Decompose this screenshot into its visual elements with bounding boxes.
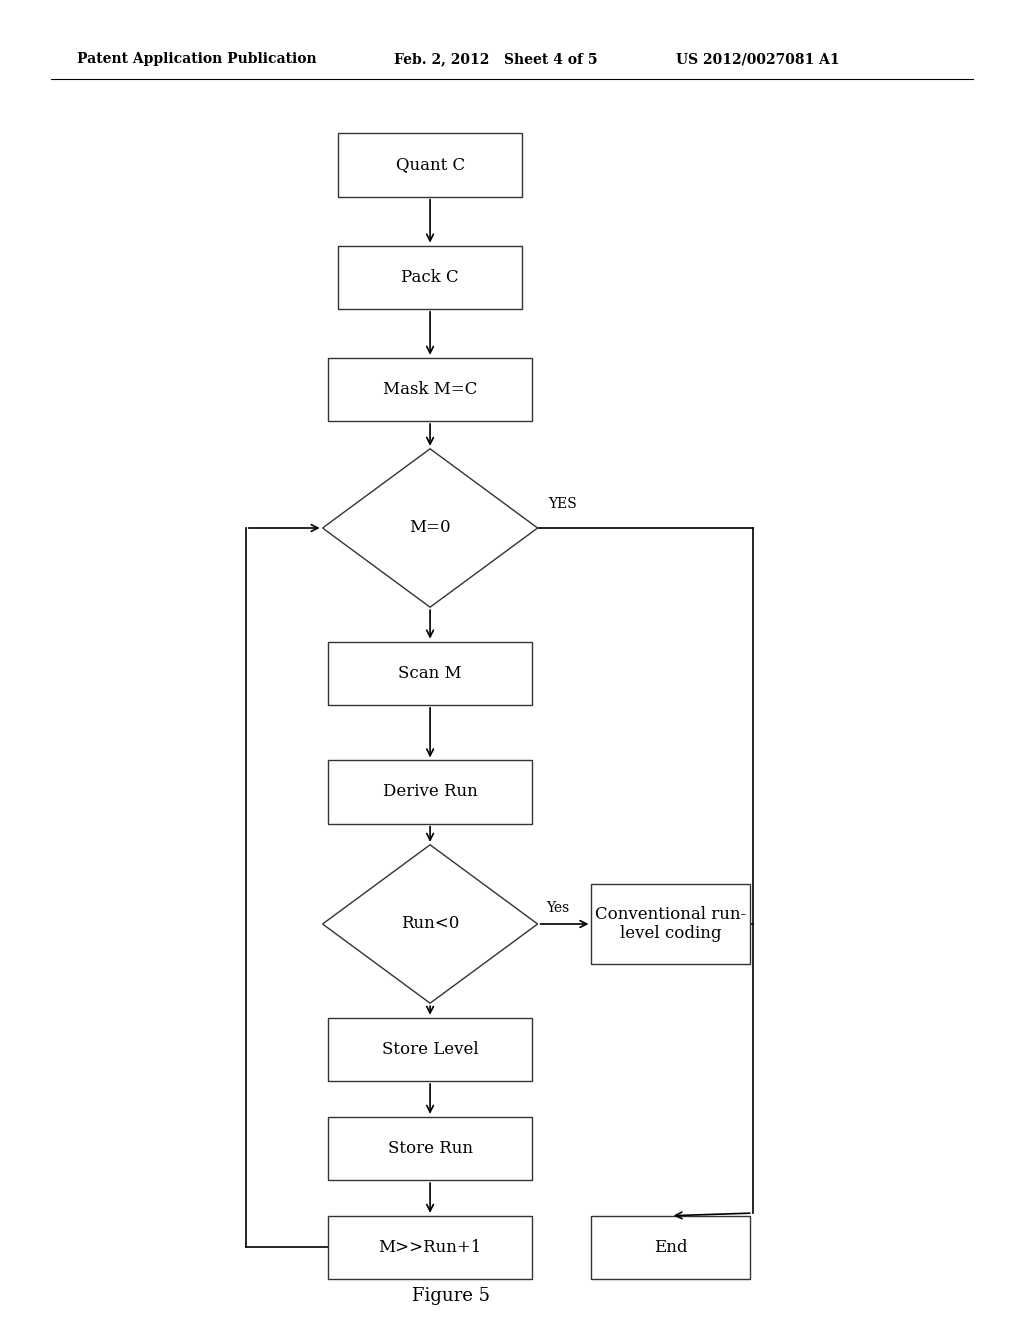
FancyBboxPatch shape [338, 246, 522, 309]
FancyBboxPatch shape [328, 642, 532, 705]
Text: Quant C: Quant C [395, 157, 465, 173]
Text: Store Level: Store Level [382, 1041, 478, 1057]
FancyBboxPatch shape [328, 1216, 532, 1279]
Text: Figure 5: Figure 5 [412, 1287, 489, 1305]
Text: Pack C: Pack C [401, 269, 459, 285]
Text: Patent Application Publication: Patent Application Publication [77, 53, 316, 66]
Text: Scan M: Scan M [398, 665, 462, 681]
FancyBboxPatch shape [328, 760, 532, 824]
Polygon shape [323, 449, 538, 607]
Text: US 2012/0027081 A1: US 2012/0027081 A1 [676, 53, 840, 66]
FancyBboxPatch shape [328, 1018, 532, 1081]
Text: Conventional run-
level coding: Conventional run- level coding [595, 906, 746, 942]
Polygon shape [323, 845, 538, 1003]
Text: End: End [654, 1239, 687, 1255]
FancyBboxPatch shape [592, 884, 750, 964]
Text: Store Run: Store Run [387, 1140, 473, 1156]
Text: Feb. 2, 2012   Sheet 4 of 5: Feb. 2, 2012 Sheet 4 of 5 [394, 53, 598, 66]
FancyBboxPatch shape [338, 133, 522, 197]
Text: YES: YES [548, 498, 577, 511]
Text: Derive Run: Derive Run [383, 784, 477, 800]
Text: M=0: M=0 [410, 520, 451, 536]
FancyBboxPatch shape [592, 1216, 750, 1279]
FancyBboxPatch shape [328, 358, 532, 421]
Text: Yes: Yes [546, 902, 569, 915]
Text: M>>Run+1: M>>Run+1 [379, 1239, 481, 1255]
Text: Run<0: Run<0 [400, 916, 460, 932]
Text: Mask M=C: Mask M=C [383, 381, 477, 397]
FancyBboxPatch shape [328, 1117, 532, 1180]
